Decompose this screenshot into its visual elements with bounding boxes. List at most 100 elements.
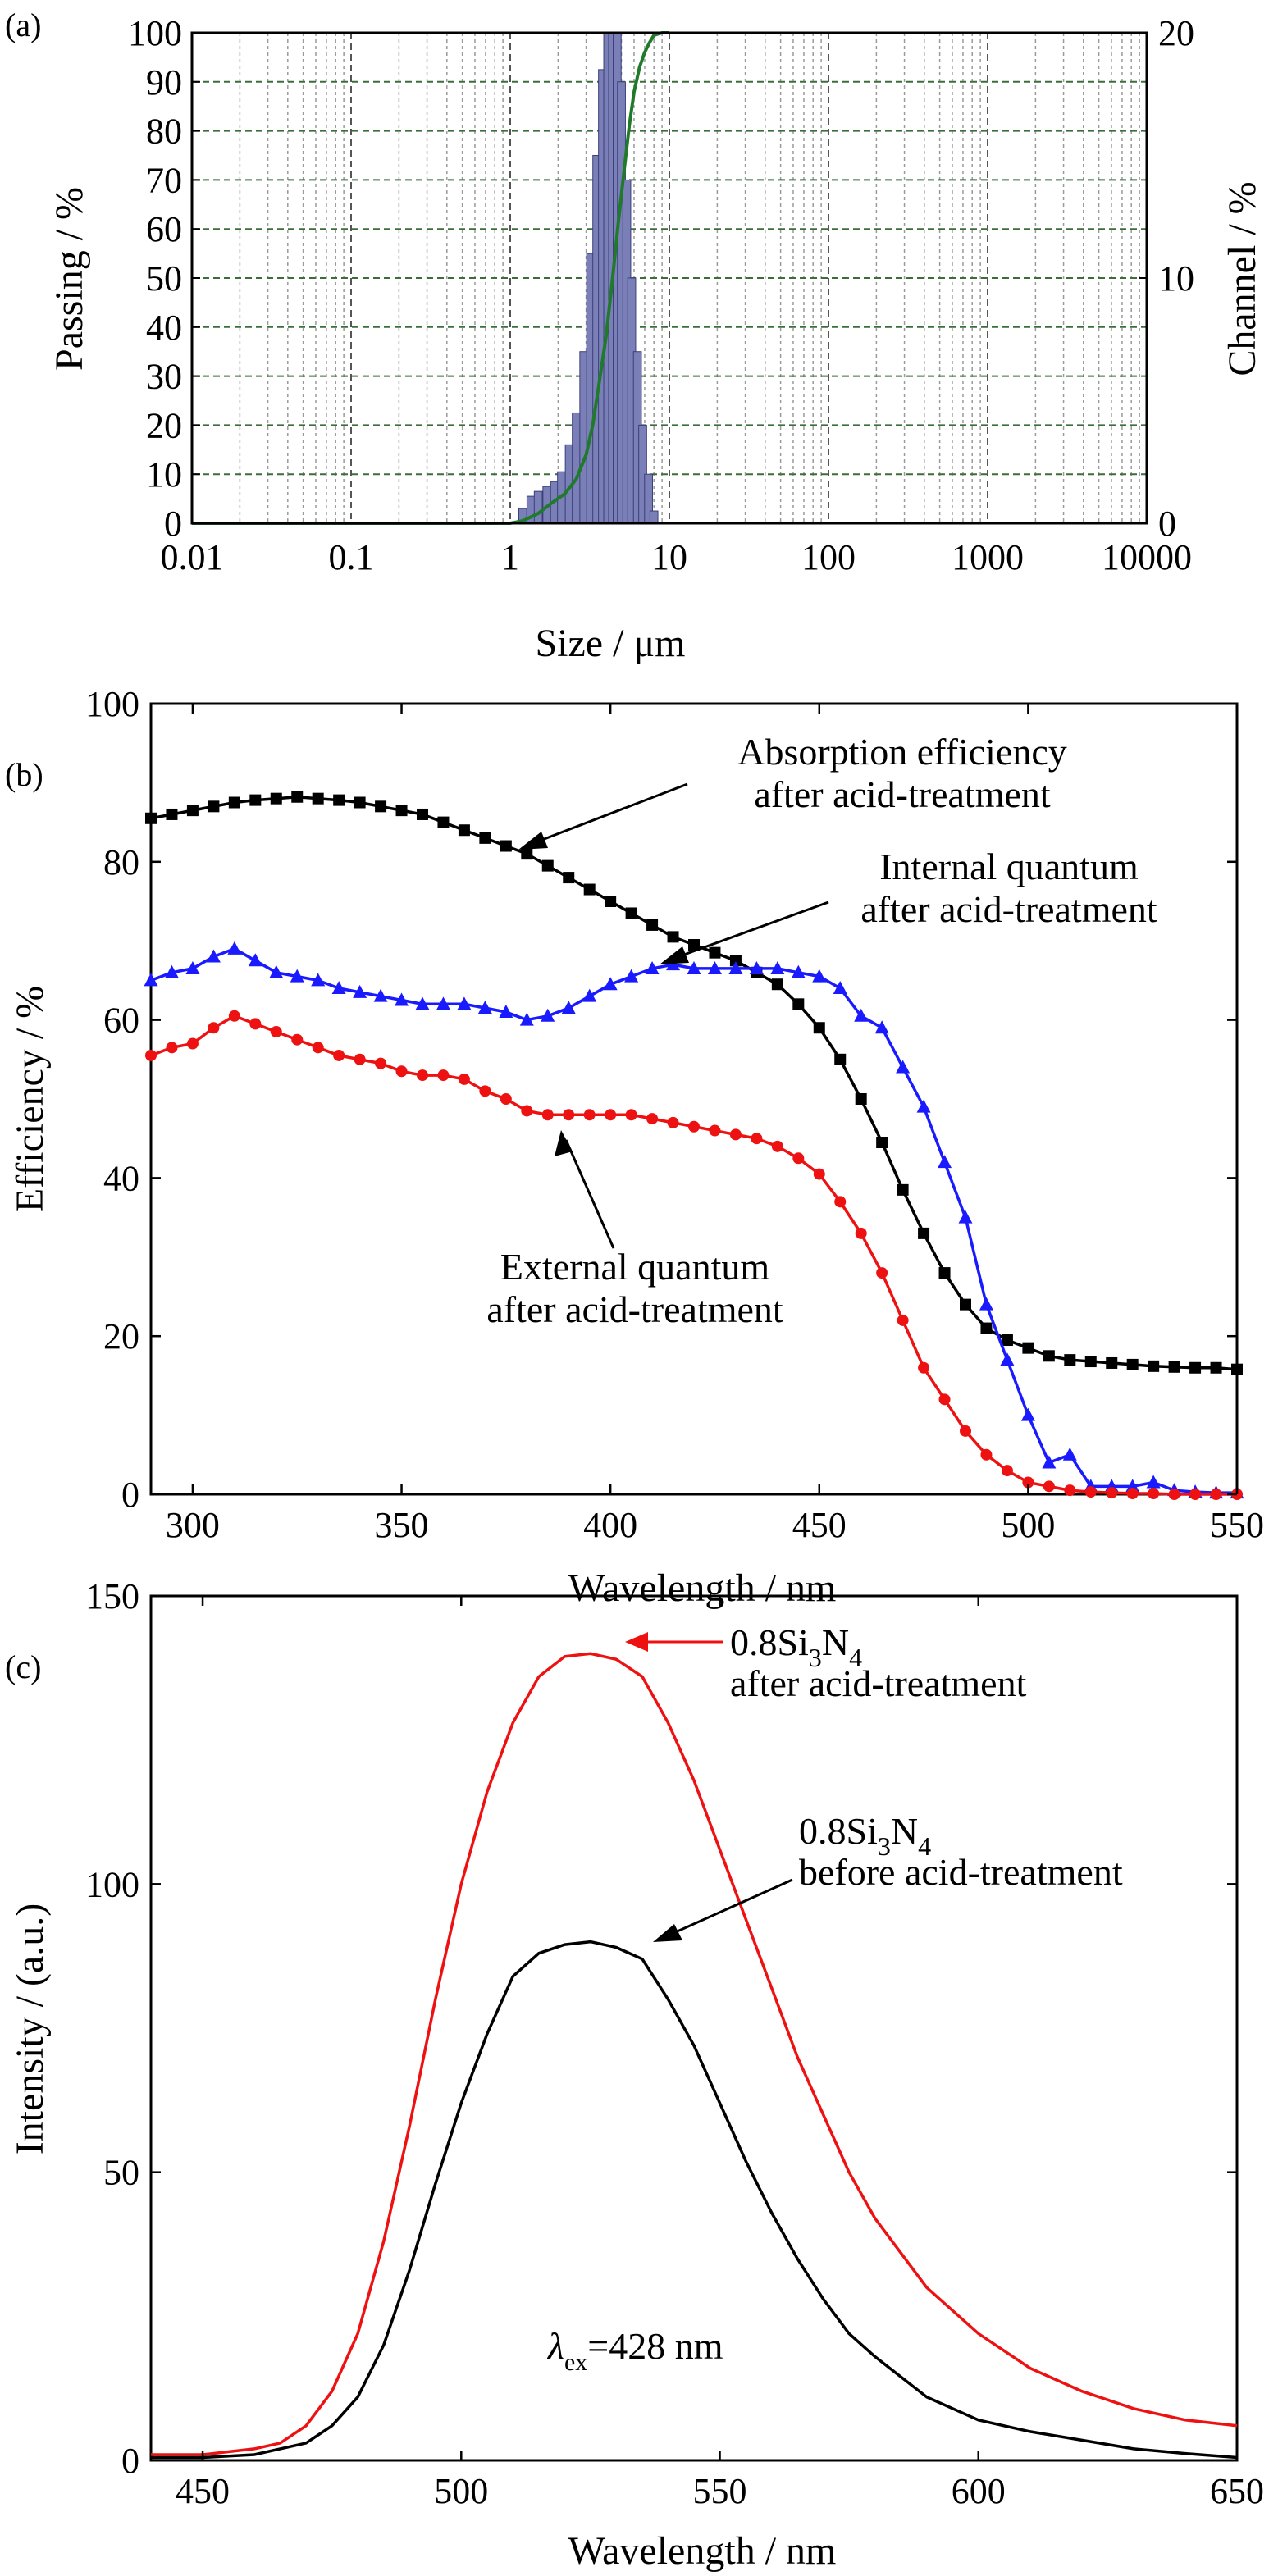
series-marker	[521, 1105, 533, 1117]
series-marker	[605, 896, 617, 907]
series-marker	[583, 883, 596, 896]
x-tick-label: 500	[434, 2471, 488, 2511]
annotation-absorption-line1: Absorption efficiency	[737, 731, 1067, 773]
series-marker	[395, 805, 408, 817]
y-tick-label: 80	[103, 842, 139, 882]
series-marker	[729, 1128, 742, 1141]
annotation-internal-line1: Internal quantum	[879, 846, 1139, 887]
series-marker	[876, 1137, 888, 1149]
series-marker	[164, 964, 179, 978]
series-marker	[979, 1297, 993, 1311]
series-marker	[771, 978, 783, 991]
series-marker	[541, 1008, 555, 1022]
series-marker	[144, 973, 158, 987]
y-tick-label: 90	[146, 62, 182, 103]
annotation-internal-line2: after acid-treatment	[860, 888, 1157, 930]
series-marker	[874, 1020, 889, 1034]
x-tick-label: 10	[651, 537, 687, 577]
series-marker	[331, 981, 346, 995]
panel-a-x-ticks: 0.01 0.1 1 10 100 1000 10000	[161, 537, 1193, 577]
annotation-external-line1: External quantum	[500, 1246, 770, 1288]
series-marker	[1064, 1484, 1076, 1497]
panel-a-label: (a)	[5, 7, 41, 43]
x-tick-label: 1	[501, 537, 519, 577]
annotation-after-arrowhead	[625, 1632, 648, 1652]
series-marker	[417, 1069, 428, 1082]
series-marker	[1189, 1489, 1202, 1500]
series-marker	[290, 969, 304, 983]
series-marker	[395, 992, 409, 1006]
series-marker	[834, 1196, 847, 1208]
series-marker	[312, 792, 324, 805]
series-marker	[1064, 1354, 1076, 1366]
series-marker	[333, 794, 345, 806]
series-marker	[1168, 1361, 1180, 1373]
x-tick-label: 550	[693, 2471, 747, 2511]
annotation-external-arrowhead	[555, 1130, 573, 1156]
series-marker	[918, 1227, 930, 1239]
series-line	[151, 1652, 1238, 2456]
series-marker	[938, 1393, 951, 1406]
annotation-external-line2: after acid-treatment	[486, 1288, 783, 1330]
series-marker	[375, 800, 387, 813]
panel-a-y-label-left: Passing / %	[48, 187, 91, 371]
series-marker	[1042, 1455, 1057, 1469]
x-tick-label: 550	[1210, 1505, 1264, 1545]
series-marker	[625, 907, 637, 919]
channel-bar	[533, 490, 543, 524]
series-marker	[980, 1322, 993, 1334]
series-marker	[813, 1022, 825, 1034]
y-tick-label: 0	[121, 2441, 139, 2481]
series-marker	[519, 1012, 534, 1026]
series-marker	[186, 805, 199, 817]
series-marker	[1148, 1488, 1160, 1500]
series-marker	[918, 1361, 930, 1374]
series-marker	[1210, 1361, 1222, 1374]
x-tick-label: 350	[375, 1505, 429, 1545]
series-marker	[876, 1267, 888, 1279]
series-marker	[582, 988, 597, 1002]
series-marker	[354, 796, 366, 809]
series-marker	[270, 1026, 282, 1038]
panel-b-series	[144, 791, 1244, 1500]
series-marker	[792, 1152, 805, 1165]
y-tick-label: 60	[146, 209, 182, 249]
series-marker	[541, 859, 554, 872]
series-marker	[479, 1085, 491, 1097]
series-marker	[436, 996, 450, 1010]
series-marker	[709, 1124, 721, 1137]
series-marker	[1106, 1356, 1118, 1369]
series-marker	[728, 960, 743, 974]
series-marker	[855, 1227, 867, 1239]
series-marker	[185, 960, 200, 974]
series-marker	[541, 1109, 554, 1121]
series-marker	[145, 812, 157, 824]
series-marker	[709, 946, 721, 959]
series-marker	[1126, 1488, 1139, 1500]
series-marker	[1084, 1486, 1097, 1498]
series-marker	[208, 800, 220, 813]
x-tick-label: 0.1	[329, 537, 374, 577]
series-marker	[166, 808, 178, 820]
series-marker	[897, 1183, 909, 1196]
series-marker	[477, 1001, 492, 1014]
annotation-absorption-line2: after acid-treatment	[754, 773, 1051, 815]
annotation-absorption-arrow	[524, 782, 688, 848]
series-marker	[834, 1053, 847, 1065]
series-marker	[605, 1109, 617, 1121]
series-marker	[291, 1033, 304, 1046]
series-marker	[1020, 1407, 1035, 1421]
series-marker	[373, 988, 388, 1002]
series-marker	[437, 816, 450, 828]
series-marker	[603, 977, 618, 991]
x-tick-label: 650	[1210, 2471, 1264, 2511]
series-marker	[479, 832, 491, 844]
y-tick-label: 20	[103, 1316, 139, 1356]
panel-a-x-label: Size / μm	[535, 622, 685, 665]
panel-c-x-label: Wavelength / nm	[568, 2529, 837, 2573]
y-tick-label: 100	[85, 1864, 139, 1904]
series-marker	[1084, 1356, 1097, 1368]
annotation-before-arrow	[664, 1878, 793, 1939]
y-tick-label: 0	[121, 1475, 139, 1515]
series-marker	[583, 1109, 596, 1121]
